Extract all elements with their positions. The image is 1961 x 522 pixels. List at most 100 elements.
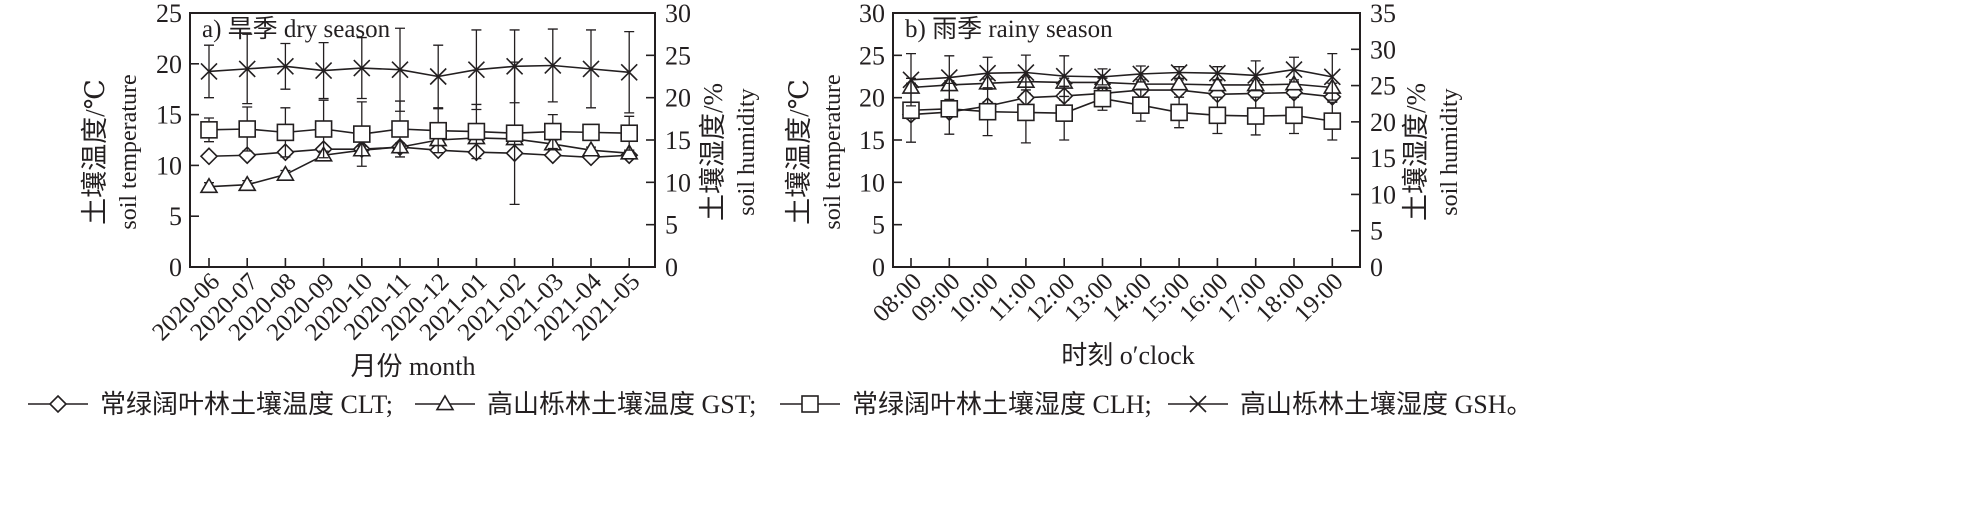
- legend-item: 常绿阔叶林土壤温度 CLT;: [28, 390, 393, 419]
- data-point: [353, 59, 371, 77]
- data-point: [1170, 103, 1188, 122]
- right-tick-label: 15: [665, 126, 691, 155]
- data-point: [979, 64, 997, 82]
- right-axis-label-en: soil humidity: [1437, 88, 1463, 215]
- data-point: [1284, 74, 1304, 91]
- right-tick-label: 15: [1370, 144, 1396, 173]
- right-axis-label-cn: 土壤湿度/%: [698, 83, 728, 221]
- data-point: [199, 177, 219, 194]
- series-line: [910, 68, 1333, 81]
- data-point: [620, 63, 638, 81]
- right-axis-label-cn: 土壤湿度/%: [1401, 83, 1431, 221]
- data-point: [352, 125, 371, 143]
- data-point: [1055, 104, 1073, 122]
- left-tick-label: 30: [859, 0, 885, 28]
- right-tick-label: 5: [1370, 217, 1383, 246]
- left-tick-label: 15: [859, 126, 885, 155]
- data-point: [620, 124, 639, 143]
- legend: 常绿阔叶林土壤温度 CLT; 高山栎林土壤温度 GST; 常绿阔叶林土壤湿度 CLH…: [28, 390, 1533, 419]
- data-point: [1285, 61, 1303, 79]
- series-line: [910, 97, 1333, 122]
- series-gsh: [200, 27, 638, 114]
- legend-marker: [48, 394, 68, 414]
- right-tick-label: 25: [1370, 72, 1396, 101]
- left-tick-label: 20: [156, 50, 182, 79]
- data-point: [314, 120, 333, 138]
- legend-label: 高山栎林土壤湿度 GSH。: [1240, 390, 1533, 419]
- panel-dry-season: 05101520250510152025302020-062020-072020…: [80, 0, 760, 381]
- series-gsh: [902, 52, 1341, 107]
- data-point: [199, 147, 219, 166]
- data-point: [391, 120, 409, 138]
- data-point: [200, 62, 218, 80]
- data-point: [902, 71, 920, 89]
- series-line: [208, 137, 630, 188]
- data-point: [1170, 63, 1188, 82]
- left-axis-label-en: soil temperature: [820, 74, 846, 229]
- panel-label: b) 雨季 rainy season: [905, 15, 1113, 43]
- series-gst: [901, 72, 1342, 94]
- data-point: [619, 143, 639, 160]
- data-point: [1208, 75, 1227, 92]
- data-point: [238, 120, 256, 138]
- left-tick-label: 25: [859, 41, 885, 70]
- data-point: [238, 60, 256, 78]
- series-line: [910, 80, 1333, 89]
- data-point: [1055, 67, 1073, 85]
- left-tick-label: 0: [872, 253, 885, 282]
- right-tick-label: 30: [1370, 35, 1396, 64]
- data-point: [1093, 68, 1112, 86]
- right-tick-label: 35: [1370, 0, 1396, 28]
- legend-label: 常绿阔叶林土壤温度 CLT;: [100, 390, 393, 419]
- left-tick-label: 10: [859, 168, 885, 197]
- data-point: [582, 60, 600, 78]
- data-point: [1093, 89, 1112, 108]
- data-point: [978, 102, 997, 121]
- data-point: [1017, 103, 1035, 122]
- data-point: [543, 146, 562, 165]
- data-point: [1246, 107, 1265, 125]
- series-gst: [199, 128, 639, 194]
- left-axis-label-cn: 土壤温度/℃: [784, 79, 814, 225]
- left-tick-label: 5: [872, 211, 885, 240]
- data-point: [276, 164, 295, 181]
- panel-label: a) 旱季 dry season: [202, 15, 391, 43]
- data-point: [391, 61, 409, 79]
- right-tick-label: 20: [665, 84, 691, 113]
- data-point: [581, 140, 601, 157]
- data-point: [1132, 96, 1150, 114]
- data-point: [1208, 64, 1226, 82]
- series-clh: [902, 77, 1342, 144]
- data-point: [582, 123, 600, 142]
- left-axis-label-cn: 土壤温度/℃: [80, 79, 110, 225]
- right-axis-label-en: soil humidity: [734, 88, 760, 215]
- right-tick-label: 0: [665, 253, 678, 282]
- left-tick-label: 20: [859, 84, 885, 113]
- data-point: [1323, 112, 1342, 130]
- legend-marker: [801, 395, 819, 413]
- series-clh: [200, 61, 639, 205]
- left-tick-label: 5: [169, 202, 182, 231]
- series-line: [208, 128, 630, 135]
- data-point: [276, 123, 295, 142]
- data-point: [1208, 106, 1227, 125]
- data-point: [1323, 68, 1341, 86]
- series-line: [208, 64, 630, 78]
- data-point: [467, 122, 486, 141]
- left-axis-label-en: soil temperature: [116, 74, 142, 229]
- legend-marker: [1189, 395, 1207, 413]
- legend-item: 常绿阔叶林土壤湿度 CLH;: [780, 390, 1152, 419]
- data-point: [544, 56, 562, 75]
- plot-frame: [892, 12, 1361, 268]
- data-point: [543, 122, 562, 141]
- data-point: [237, 175, 257, 192]
- data-point: [1285, 106, 1303, 125]
- legend-label: 常绿阔叶林土壤湿度 CLH;: [852, 390, 1152, 419]
- data-point: [940, 99, 959, 118]
- left-tick-label: 25: [156, 0, 182, 28]
- x-axis-title: 时刻 o′clock: [1061, 341, 1195, 370]
- legend-label: 高山栎林土壤温度 GST;: [487, 390, 756, 419]
- right-tick-label: 10: [665, 168, 691, 197]
- data-point: [1169, 74, 1189, 91]
